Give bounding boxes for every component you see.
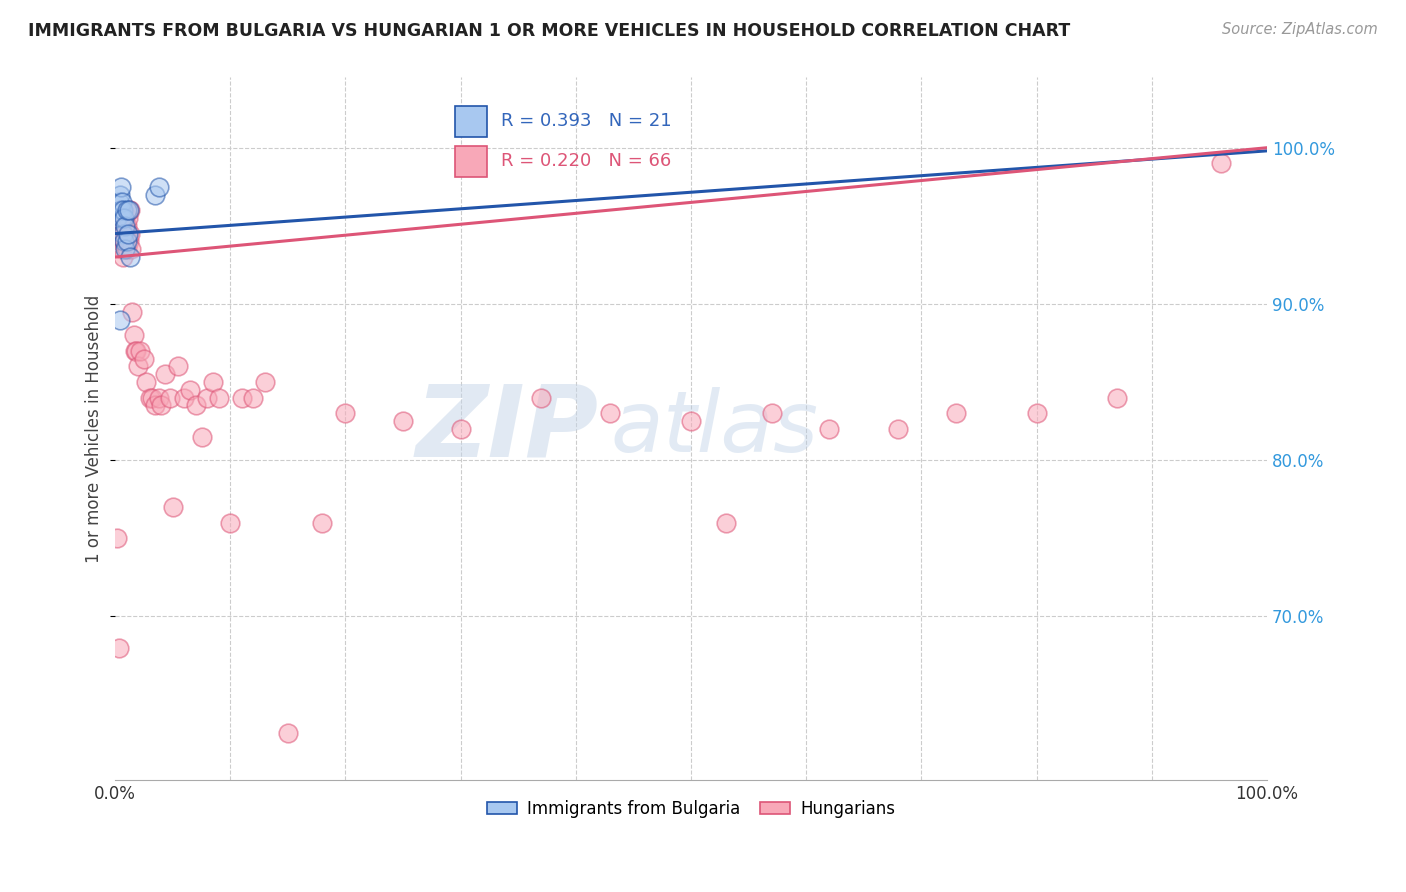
- Point: [112, 235, 135, 249]
- Point: [311, 516, 333, 530]
- Point: [392, 414, 415, 428]
- Point: [141, 391, 163, 405]
- Point: [122, 328, 145, 343]
- Point: [125, 343, 148, 358]
- Point: [945, 406, 967, 420]
- Point: [115, 235, 138, 249]
- Point: [117, 227, 139, 241]
- Point: [114, 219, 136, 233]
- Text: Source: ZipAtlas.com: Source: ZipAtlas.com: [1222, 22, 1378, 37]
- Point: [162, 500, 184, 514]
- Point: [114, 242, 136, 256]
- Legend: Immigrants from Bulgaria, Hungarians: Immigrants from Bulgaria, Hungarians: [481, 793, 901, 825]
- Point: [138, 391, 160, 405]
- Point: [1107, 391, 1129, 405]
- Point: [107, 211, 129, 225]
- Point: [887, 422, 910, 436]
- Point: [118, 203, 141, 218]
- Point: [114, 211, 136, 225]
- Point: [111, 211, 134, 225]
- Point: [112, 219, 135, 233]
- Point: [450, 422, 472, 436]
- Point: [202, 375, 225, 389]
- Point: [108, 235, 131, 249]
- Text: R = 0.393   N = 21: R = 0.393 N = 21: [501, 112, 672, 130]
- Point: [120, 250, 142, 264]
- Point: [114, 235, 136, 249]
- Point: [145, 399, 167, 413]
- Point: [530, 391, 553, 405]
- Point: [111, 219, 134, 233]
- Point: [135, 375, 157, 389]
- Point: [120, 227, 142, 241]
- Point: [120, 203, 142, 218]
- Point: [173, 391, 195, 405]
- Point: [148, 391, 170, 405]
- Point: [111, 242, 134, 256]
- Point: [818, 422, 841, 436]
- Point: [679, 414, 702, 428]
- Point: [208, 391, 231, 405]
- Point: [253, 375, 276, 389]
- Point: [110, 235, 132, 249]
- Point: [107, 640, 129, 655]
- Point: [231, 391, 253, 405]
- Point: [108, 312, 131, 326]
- Point: [112, 250, 135, 264]
- Text: atlas: atlas: [610, 387, 818, 470]
- Point: [714, 516, 737, 530]
- Point: [112, 235, 135, 249]
- Point: [190, 430, 212, 444]
- Point: [112, 211, 135, 225]
- Point: [277, 726, 299, 740]
- Point: [159, 391, 181, 405]
- Point: [148, 179, 170, 194]
- Point: [127, 359, 149, 374]
- Point: [150, 399, 173, 413]
- Point: [184, 399, 207, 413]
- Point: [1025, 406, 1047, 420]
- Point: [132, 351, 155, 366]
- Point: [115, 242, 138, 256]
- Bar: [456, 145, 486, 178]
- Point: [1209, 156, 1232, 170]
- Point: [145, 187, 167, 202]
- Point: [219, 516, 242, 530]
- Point: [335, 406, 357, 420]
- Point: [118, 203, 141, 218]
- Y-axis label: 1 or more Vehicles in Household: 1 or more Vehicles in Household: [86, 294, 103, 563]
- Text: ZIP: ZIP: [416, 380, 599, 477]
- Point: [124, 343, 146, 358]
- Point: [112, 227, 135, 241]
- Point: [167, 359, 190, 374]
- Point: [117, 227, 139, 241]
- Point: [761, 406, 783, 420]
- Text: R = 0.220   N = 66: R = 0.220 N = 66: [501, 153, 671, 170]
- Point: [110, 203, 132, 218]
- Point: [112, 203, 135, 218]
- Point: [110, 179, 132, 194]
- Point: [107, 531, 129, 545]
- Point: [112, 235, 135, 249]
- Point: [115, 219, 138, 233]
- Point: [153, 368, 176, 382]
- Bar: [456, 105, 486, 137]
- Point: [121, 304, 143, 318]
- Point: [108, 187, 131, 202]
- Point: [120, 242, 142, 256]
- Point: [115, 203, 138, 218]
- Point: [110, 203, 132, 218]
- Point: [195, 391, 218, 405]
- Point: [242, 391, 264, 405]
- Point: [118, 235, 141, 249]
- Point: [179, 383, 201, 397]
- Point: [111, 195, 134, 210]
- Point: [599, 406, 621, 420]
- Point: [117, 211, 139, 225]
- Point: [107, 195, 129, 210]
- Point: [129, 343, 152, 358]
- Text: IMMIGRANTS FROM BULGARIA VS HUNGARIAN 1 OR MORE VEHICLES IN HOUSEHOLD CORRELATIO: IMMIGRANTS FROM BULGARIA VS HUNGARIAN 1 …: [28, 22, 1070, 40]
